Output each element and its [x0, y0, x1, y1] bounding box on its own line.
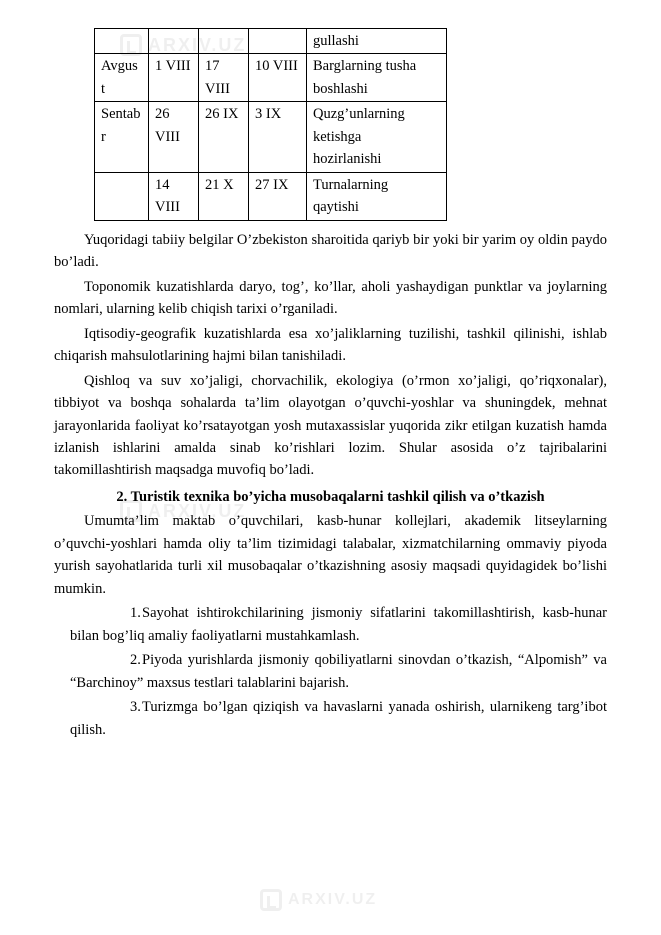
data-table: gullashiAvgust1 VIII17VIII10 VIIIBarglar… [94, 28, 447, 221]
table-cell: Avgust [95, 54, 149, 102]
paragraph: Iqtisodiy-geografik kuzatishlarda esa xo… [54, 323, 607, 368]
paragraph: Umumta’lim maktab o’quvchilari, kasb-hun… [54, 510, 607, 600]
table-cell: Turnalarningqaytishi [307, 172, 447, 220]
table-cell [95, 172, 149, 220]
table-cell: Barglarning tushaboshlashi [307, 54, 447, 102]
list-number: 2. [100, 649, 142, 671]
watermark-text: ARXIV.UZ [288, 891, 377, 909]
table-cell [95, 29, 149, 54]
table-cell: 10 VIII [249, 54, 307, 102]
paragraph: Toponomik kuzatishlarda daryo, tog’, ko’… [54, 276, 607, 321]
table-cell: 26 IX [199, 102, 249, 172]
table-cell: 26VIII [149, 102, 199, 172]
section-heading: 2. Turistik texnika bo’yicha musobaqalar… [54, 486, 607, 508]
table-cell: 21 X [199, 172, 249, 220]
list-item: 2.Piyoda yurishlarda jismoniy qobiliyatl… [70, 649, 607, 694]
table-cell: gullashi [307, 29, 447, 54]
body-content: Yuqoridagi tabiiy belgilar O’zbekiston s… [54, 229, 607, 741]
table-cell: 17VIII [199, 54, 249, 102]
paragraph: Qishloq va suv xo’jaligi, chorvachilik, … [54, 370, 607, 482]
table-cell [199, 29, 249, 54]
paragraph: Yuqoridagi tabiiy belgilar O’zbekiston s… [54, 229, 607, 274]
list-number: 1. [100, 602, 142, 624]
watermark: ARXIV.UZ [260, 889, 377, 911]
table-row: 14VIII21 X27 IXTurnalarningqaytishi [95, 172, 447, 220]
table-cell: 1 VIII [149, 54, 199, 102]
numbered-list: 1.Sayohat ishtirokchilarining jismoniy s… [54, 602, 607, 741]
table-row: Sentabr26VIII26 IX3 IXQuzg’unlarningketi… [95, 102, 447, 172]
table-row: Avgust1 VIII17VIII10 VIIIBarglarning tus… [95, 54, 447, 102]
table-row: gullashi [95, 29, 447, 54]
list-item: 1.Sayohat ishtirokchilarining jismoniy s… [70, 602, 607, 647]
watermark-icon [260, 889, 282, 911]
table-cell: 3 IX [249, 102, 307, 172]
table-cell [249, 29, 307, 54]
list-number: 3. [100, 696, 142, 718]
table-cell: 27 IX [249, 172, 307, 220]
table-cell: Quzg’unlarningketishgahozirlanishi [307, 102, 447, 172]
table-cell: 14VIII [149, 172, 199, 220]
list-item: 3.Turizmga bo’lgan qiziqish va havaslarn… [70, 696, 607, 741]
table-cell [149, 29, 199, 54]
table-cell: Sentabr [95, 102, 149, 172]
